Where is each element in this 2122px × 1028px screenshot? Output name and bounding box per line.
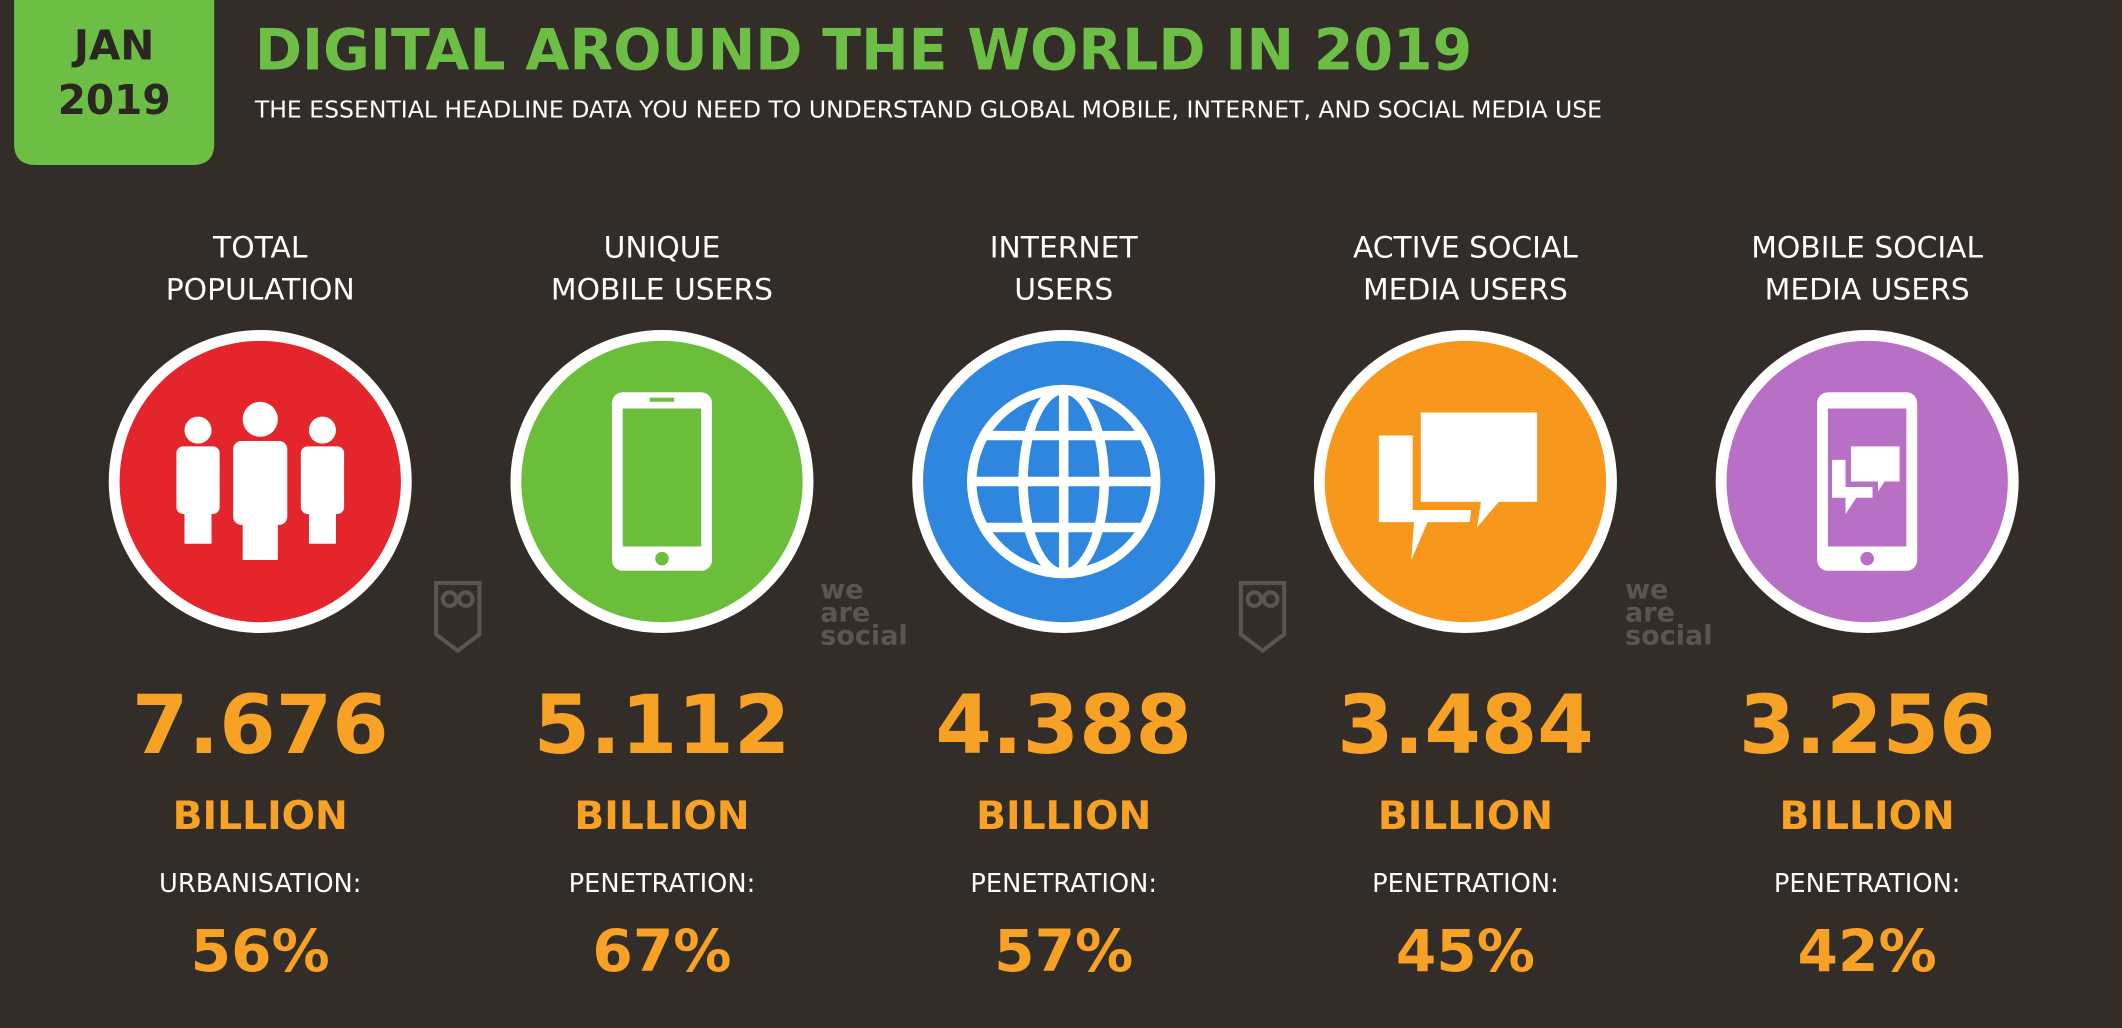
metric-label: URBANISATION: [159,869,361,899]
card-value: 3.484 [1337,679,1594,773]
icon [1378,404,1546,560]
card-label: INTERNET [990,230,1139,265]
card-value: 7.676 [132,679,389,773]
watermark-text: social [1625,621,1713,652]
card-unit: BILLION [976,794,1151,839]
cards: TOTAL POPULATION 7.676 BILLION URBANISATION… [108,230,2019,985]
icon [176,401,345,560]
card-label: TOTAL [212,230,308,265]
card-label: UNIQUE [604,230,721,265]
metric-label: PENETRATION: [569,869,756,899]
icon [1817,392,1918,571]
card-label: USERS [1014,272,1113,307]
card-value: 5.112 [534,679,791,773]
metric-value: 57% [994,917,1133,985]
card-label: ACTIVE SOCIAL [1353,230,1578,265]
metric-value: 42% [1798,917,1937,985]
owl-watermark [434,580,482,654]
metric-value: 45% [1396,917,1535,985]
card-label: MEDIA USERS [1765,272,1970,307]
owl-watermark [1238,580,1287,654]
title: DIGITAL AROUND THE WORLD IN 2019 [255,18,1472,84]
metric-label: PENETRATION: [970,869,1157,899]
date-month: JAN [71,22,154,70]
card: UNIQUE MOBILE USERS 5.112 BILLION PENETRATIO… [510,230,814,985]
card: INTERNET USERS 4.388 BILLION PENETRATION: 57% [912,230,1216,985]
icon [966,384,1161,579]
subtitle: THE ESSENTIAL HEADLINE DATA YOU NEED TO … [254,97,1602,123]
date-badge [14,0,215,166]
watermark-text: social [820,621,908,652]
card-label: POPULATION [166,272,355,307]
card: MOBILE SOCIAL MEDIA USERS 3.256 BILLION PEN… [1715,230,2019,985]
metric-label: PENETRATION: [1774,869,1961,899]
card-unit: BILLION [1780,794,1955,839]
metric-value: 56% [191,917,330,985]
card-label: MOBILE SOCIAL [1751,230,1983,265]
card: TOTAL POPULATION 7.676 BILLION URBANISATION… [108,230,412,985]
card-value: 3.256 [1739,679,1996,773]
watermark-text: we [820,575,863,606]
card-label: MEDIA USERS [1363,272,1568,307]
date-year: 2019 [58,76,171,124]
card: ACTIVE SOCIAL MEDIA USERS 3.484 BILLION PENE… [1313,230,1617,985]
metric-label: PENETRATION: [1372,869,1559,899]
watermark-text: are [820,598,870,629]
card-value: 4.388 [935,679,1192,773]
card-unit: BILLION [1378,794,1553,839]
metric-value: 67% [592,917,731,985]
watermark-text: are [1625,598,1675,629]
watermark-text: we [1625,575,1668,606]
card-label: MOBILE USERS [551,272,773,307]
icon [611,392,713,571]
card-unit: BILLION [574,794,749,839]
card-unit: BILLION [173,794,348,839]
